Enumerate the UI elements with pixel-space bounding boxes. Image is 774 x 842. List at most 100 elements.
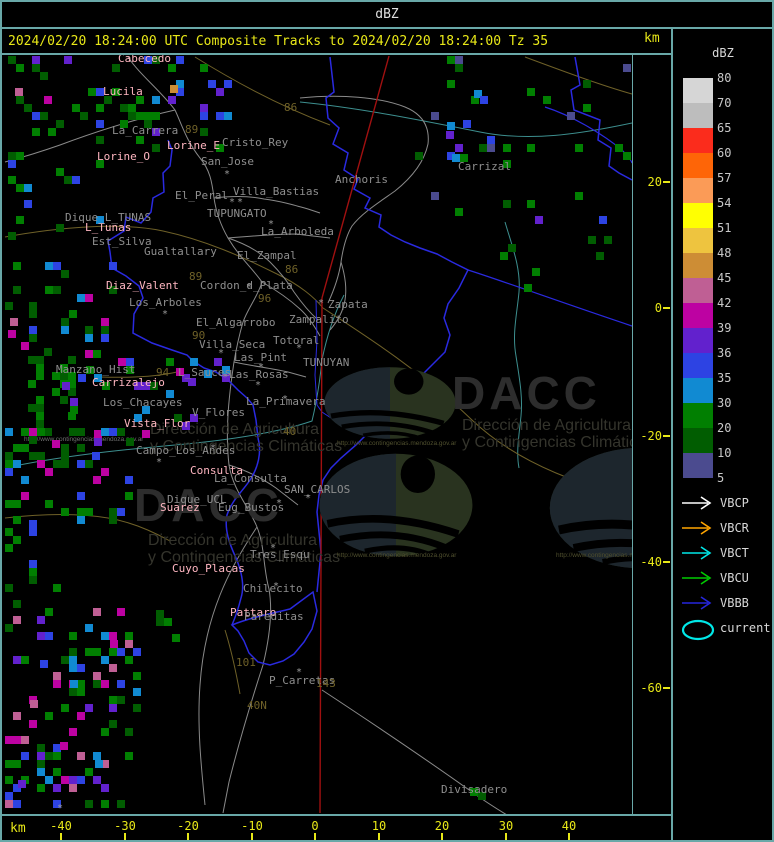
echo-cell [109, 664, 117, 672]
echo-cell [125, 492, 133, 500]
echo-cell [13, 500, 21, 508]
echo-cell [13, 736, 21, 744]
echo-cell [13, 784, 21, 792]
echo-cell [77, 680, 85, 688]
echo-cell [16, 96, 24, 104]
echo-cell [37, 460, 45, 468]
colorscale-value-label: 35 [717, 371, 732, 385]
echo-cell [48, 128, 56, 136]
echo-cell [13, 286, 21, 294]
echo-cell [53, 752, 61, 760]
echo-cell [5, 428, 13, 436]
route-number-label: 89 [185, 123, 199, 136]
yaxis-unit-label: km [644, 31, 660, 46]
colorscale-block [683, 128, 713, 153]
echo-cell [470, 788, 478, 796]
echo-cell [32, 112, 40, 120]
town-marker-asterisk: * [305, 493, 312, 504]
echo-cell [77, 428, 85, 436]
echo-cell [53, 784, 61, 792]
echo-cell [527, 88, 535, 96]
xaxis-tick-mark [187, 833, 189, 840]
echo-cell [125, 640, 133, 648]
echo-cell [126, 366, 134, 374]
echo-cell [77, 444, 85, 452]
echo-cell [36, 372, 44, 380]
echo-cell [68, 412, 76, 420]
echo-cell [164, 618, 172, 626]
echo-cell [5, 584, 13, 592]
echo-cell [36, 364, 44, 372]
colorscale-block [683, 253, 713, 278]
echo-cell [117, 428, 125, 436]
echo-cell [224, 80, 232, 88]
echo-cell [77, 776, 85, 784]
xaxis-tick-mark [251, 833, 253, 840]
echo-cell [77, 508, 85, 516]
echo-cell [77, 712, 85, 720]
route-number-label: 40N [247, 699, 267, 712]
echo-cell [77, 688, 85, 696]
window-border-right [772, 0, 774, 842]
echo-cell [152, 128, 160, 136]
town-label: TUNUYAN [303, 356, 350, 369]
echo-cell [61, 444, 69, 452]
echo-cell [128, 112, 136, 120]
echo-cell [170, 85, 178, 93]
town-label: Consulta [190, 464, 243, 477]
echo-cell [21, 492, 29, 500]
colorscale-value-label: 80 [717, 71, 732, 85]
dacc-eagle-logo [319, 453, 473, 559]
echo-cell [133, 672, 141, 680]
echo-cell [28, 404, 36, 412]
yaxis-tick-label: -60 [640, 681, 662, 695]
echo-cell [455, 144, 463, 152]
echo-cell [575, 144, 583, 152]
yaxis-tick-mark [663, 181, 670, 183]
colorscale-block [683, 203, 713, 228]
colorscale-value-label: 42 [717, 296, 732, 310]
echo-cell [96, 160, 104, 168]
echo-cell [53, 286, 61, 294]
town-label: El_Algarrobo [196, 316, 276, 329]
town-label: Cuyo_Placas [172, 562, 245, 575]
echo-cell [13, 516, 21, 524]
town-label: Cristo_Rey [222, 136, 289, 149]
town-label: Eug_Bustos [218, 501, 285, 514]
echo-cell [13, 616, 21, 624]
town-label: P_Carretas [269, 674, 336, 687]
echo-cell [136, 136, 144, 144]
echo-cell [431, 112, 439, 120]
echo-cell [125, 656, 133, 664]
echo-cell [94, 430, 102, 438]
echo-cell [78, 374, 86, 382]
dacc-eagle-watermark [323, 366, 457, 444]
echo-cell [21, 444, 29, 452]
echo-cell [176, 80, 184, 88]
echo-cell [61, 452, 69, 460]
track-arrow-icon [681, 545, 717, 565]
echo-cell [126, 358, 134, 366]
town-label: Villa_Seca [199, 338, 266, 351]
yaxis-tick-label: -20 [640, 429, 662, 443]
echo-cell [36, 356, 44, 364]
town-label: Cabecedo [118, 55, 171, 65]
echo-cell [117, 648, 125, 656]
echo-cell [109, 696, 117, 704]
echo-cell [479, 144, 487, 152]
xaxis-tick-label: 0 [311, 819, 319, 833]
town-label: Cordon_d_Plata [200, 279, 293, 292]
xaxis-tick-label: -20 [177, 819, 199, 833]
echo-cell [29, 528, 37, 536]
echo-cell [61, 460, 69, 468]
colorscale-block [683, 153, 713, 178]
echo-cell [40, 112, 48, 120]
town-label: San_Jose [201, 155, 254, 168]
xaxis-tick-mark [441, 833, 443, 840]
echo-cell [21, 342, 29, 350]
echo-cell [527, 200, 535, 208]
echo-cell [480, 96, 488, 104]
echo-cell [44, 96, 52, 104]
echo-cell [168, 64, 176, 72]
